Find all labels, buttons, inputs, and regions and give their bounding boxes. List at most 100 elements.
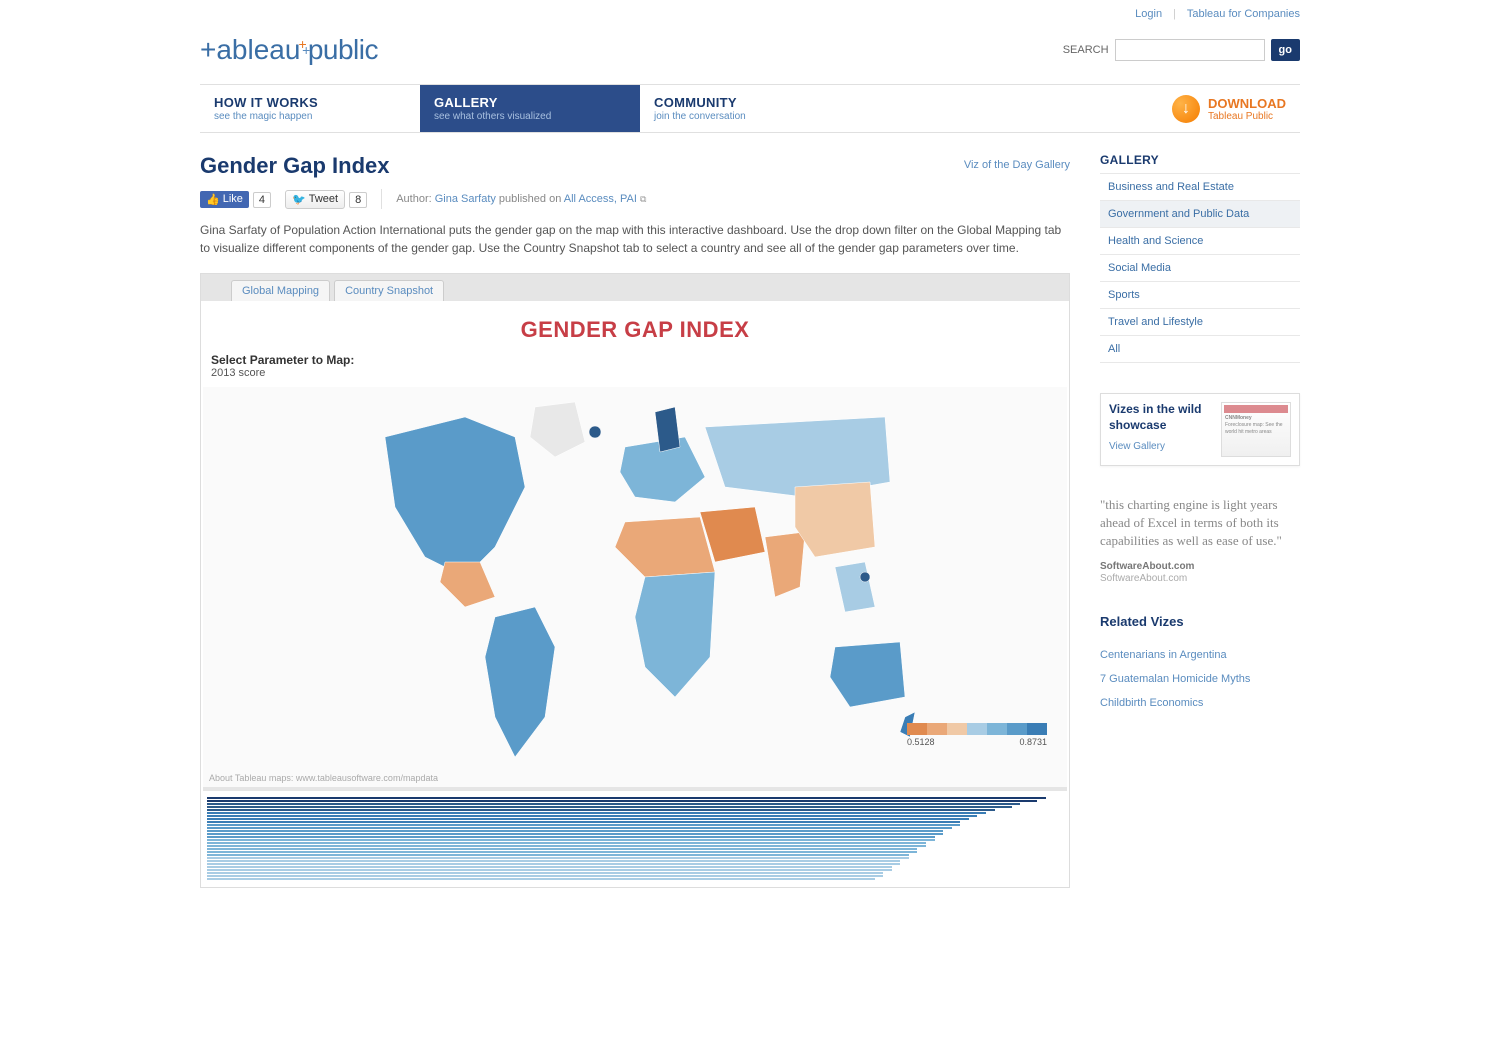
related-viz-link[interactable]: 7 Guatemalan Homicide Myths <box>1100 667 1300 691</box>
legend-swatch <box>987 723 1007 735</box>
rank-bar <box>207 872 883 874</box>
category-item[interactable]: Social Media <box>1100 255 1300 282</box>
rank-bar <box>207 815 977 817</box>
social-row: 👍 Like 4 🐦 Tweet 8 Author: Gina Sarfaty … <box>200 189 1070 209</box>
rank-bar <box>207 803 1020 805</box>
article-title: Gender Gap Index <box>200 153 390 179</box>
search-label: SEARCH <box>1063 44 1109 56</box>
nav-title: COMMUNITY <box>654 95 846 110</box>
fb-like-label: Like <box>223 193 243 205</box>
article-description: Gina Sarfaty of Population Action Intern… <box>200 221 1070 257</box>
rank-bar <box>207 806 1012 808</box>
rank-bar <box>207 812 986 814</box>
author-link[interactable]: Gina Sarfaty <box>435 193 496 205</box>
search-form: SEARCH go <box>1063 39 1300 61</box>
author-line: Author: Gina Sarfaty published on All Ac… <box>396 193 646 205</box>
pub-text: published on <box>496 193 564 205</box>
legend-swatch <box>1027 723 1047 735</box>
rank-bar <box>207 797 1046 799</box>
nav-subtitle: see the magic happen <box>214 111 406 122</box>
quote-source: SoftwareAbout.com <box>1100 561 1300 572</box>
showcase-thumbnail: CNNMoneyForeclosure map: See the world h… <box>1221 402 1291 457</box>
showcase-box[interactable]: Vizes in the wild showcase View Gallery … <box>1100 393 1300 466</box>
main-nav: HOW IT WORKSsee the magic happenGALLERYs… <box>200 84 1300 133</box>
rank-bar <box>207 836 935 838</box>
viz-tab[interactable]: Global Mapping <box>231 280 330 301</box>
nav-item[interactable]: HOW IT WORKSsee the magic happen <box>200 85 420 132</box>
login-link[interactable]: Login <box>1135 8 1162 20</box>
search-input[interactable] <box>1115 39 1265 61</box>
facebook-like-button[interactable]: 👍 Like <box>200 191 249 208</box>
thumbs-up-icon: 👍 <box>206 193 220 206</box>
related-viz-link[interactable]: Centenarians in Argentina <box>1100 643 1300 667</box>
nav-subtitle: join the conversation <box>654 111 846 122</box>
separator <box>381 189 382 209</box>
parameter-label: Select Parameter to Map: <box>203 353 1067 367</box>
publication-link[interactable]: All Access, PAI <box>564 193 637 205</box>
tweet-count: 8 <box>349 192 367 208</box>
viz-embed: Global MappingCountry Snapshot GENDER GA… <box>200 273 1070 888</box>
download-subtitle: Tableau Public <box>1208 111 1286 122</box>
nav-title: GALLERY <box>434 95 626 110</box>
viz-tab[interactable]: Country Snapshot <box>334 280 444 301</box>
related-list: Centenarians in Argentina7 Guatemalan Ho… <box>1100 643 1300 715</box>
rank-bar <box>207 839 935 841</box>
category-item[interactable]: Government and Public Data <box>1100 201 1300 228</box>
top-utility-links: Login | Tableau for Companies <box>200 8 1300 26</box>
separator: | <box>1173 8 1176 20</box>
nav-item[interactable]: COMMUNITYjoin the conversation <box>640 85 860 132</box>
showcase-view-link[interactable]: View Gallery <box>1109 441 1215 452</box>
rank-bar <box>207 842 926 844</box>
nav-item[interactable]: GALLERYsee what others visualized <box>420 85 640 132</box>
nav-title: HOW IT WORKS <box>214 95 406 110</box>
rank-bar <box>207 854 909 856</box>
category-item[interactable]: Sports <box>1100 282 1300 309</box>
rank-bar <box>207 833 943 835</box>
twitter-icon: 🐦 <box>292 193 306 206</box>
testimonial-quote: "this charting engine is light years ahe… <box>1100 496 1300 551</box>
category-item[interactable]: All <box>1100 336 1300 363</box>
rank-bar <box>207 863 900 865</box>
showcase-title: Vizes in the wild showcase <box>1109 402 1215 433</box>
category-list: Business and Real EstateGovernment and P… <box>1100 173 1300 363</box>
logo[interactable]: +ableau++public <box>200 34 378 66</box>
parameter-value[interactable]: 2013 score <box>203 367 1067 387</box>
nav-subtitle: see what others visualized <box>434 111 626 122</box>
legend-swatch <box>1007 723 1027 735</box>
companies-link[interactable]: Tableau for Companies <box>1187 8 1300 20</box>
sidebar-gallery-heading: GALLERY <box>1100 153 1300 167</box>
rank-bar <box>207 818 969 820</box>
viz-tabs: Global MappingCountry Snapshot <box>201 274 1069 301</box>
tweet-button[interactable]: 🐦 Tweet <box>285 190 345 209</box>
rank-bar <box>207 875 883 877</box>
download-button[interactable]: DOWNLOADTableau Public <box>1158 85 1300 132</box>
rank-bar <box>207 800 1037 802</box>
viz-title: GENDER GAP INDEX <box>203 313 1067 353</box>
author-prefix: Author: <box>396 193 435 205</box>
legend-swatch <box>927 723 947 735</box>
rank-bar <box>207 827 952 829</box>
rank-bar <box>207 845 926 847</box>
fb-like-count: 4 <box>253 192 271 208</box>
download-icon <box>1172 95 1200 123</box>
rank-bar <box>207 869 892 871</box>
logo-text-1: +ableau <box>200 34 300 65</box>
ranking-bars[interactable] <box>203 787 1067 887</box>
rank-bar <box>207 809 995 811</box>
tweet-label: Tweet <box>309 193 338 205</box>
related-heading: Related Vizes <box>1100 614 1300 629</box>
category-item[interactable]: Travel and Lifestyle <box>1100 309 1300 336</box>
rank-bar <box>207 830 943 832</box>
viz-of-day-link[interactable]: Viz of the Day Gallery <box>964 159 1070 171</box>
category-item[interactable]: Business and Real Estate <box>1100 174 1300 201</box>
map-legend: 0.5128 0.8731 <box>907 723 1047 747</box>
world-map[interactable]: 0.5128 0.8731 About Tableau maps: www.ta… <box>203 387 1067 787</box>
search-go-button[interactable]: go <box>1271 39 1300 61</box>
logo-plus-icon: + <box>302 42 310 58</box>
external-link-icon: ⧉ <box>640 194 646 204</box>
related-viz-link[interactable]: Childbirth Economics <box>1100 691 1300 715</box>
category-item[interactable]: Health and Science <box>1100 228 1300 255</box>
quote-source-sub: SoftwareAbout.com <box>1100 573 1300 584</box>
rank-bar <box>207 866 892 868</box>
rank-bar <box>207 878 875 880</box>
